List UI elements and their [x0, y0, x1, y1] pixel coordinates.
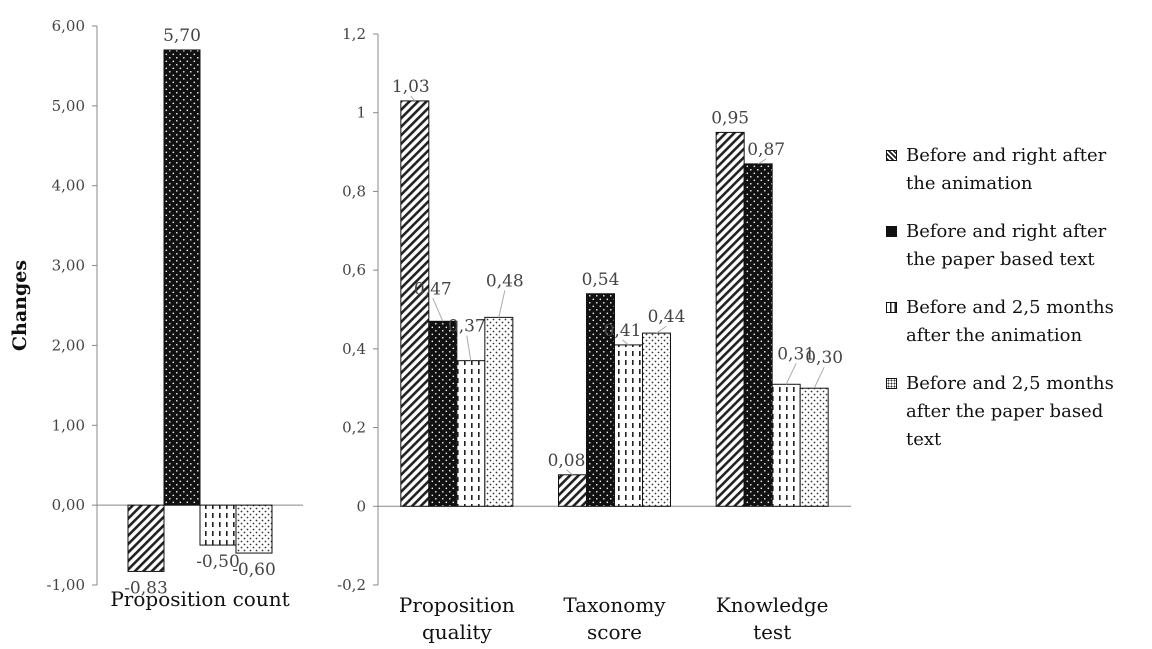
- category-label: test: [753, 620, 791, 644]
- legend-label: Before and right after the paper based t…: [906, 221, 1107, 270]
- data-label-leader: [566, 469, 573, 476]
- bar-taxonomy-score-paper-long: [642, 332, 671, 507]
- category-label: Proposition count: [110, 587, 289, 611]
- y-tick-label: 1: [356, 104, 366, 122]
- data-label: 0,37: [448, 317, 486, 337]
- bar-taxonomy-score-animation-long: [614, 344, 643, 507]
- y-tick-label: 0,6: [342, 261, 366, 279]
- y-tick-label: 0,2: [342, 419, 366, 437]
- bar-proposition-count-animation-long: [199, 504, 237, 546]
- data-label: 5,70: [163, 26, 201, 46]
- category-label: Taxonomy: [563, 593, 666, 617]
- category-label: Proposition: [399, 593, 515, 617]
- bar-proposition-quality-paper-short: [428, 320, 458, 507]
- y-tick-label: 1,00: [52, 416, 85, 434]
- bar-taxonomy-score-animation-short: [558, 474, 587, 507]
- bar-proposition-quality-animation-long: [456, 360, 486, 507]
- legend-swatch-solid-dotted: [886, 226, 897, 237]
- bar-proposition-quality-animation-short: [400, 100, 430, 507]
- y-tick-label: 0,8: [342, 182, 366, 200]
- bar-knowledge-test-animation-short: [715, 131, 745, 507]
- data-label: 0,48: [486, 271, 524, 291]
- legend-item-paper-short: Before and right after the paper based t…: [886, 218, 1148, 274]
- bar-knowledge-test-animation-long: [771, 383, 801, 507]
- quality-taxonomy-knowledge-chart: -0,2 0 0,2 0,4 0,6 0,8 1 1,2 1,03 0,47 0,37 0,48 Pro…: [337, 25, 851, 644]
- bar-knowledge-test-paper-long: [799, 387, 829, 507]
- data-label: 0,30: [805, 348, 843, 368]
- data-label: 0,95: [711, 108, 749, 128]
- data-label-leader: [813, 366, 825, 389]
- bar-taxonomy-score-paper-short: [586, 293, 615, 507]
- y-tick-label: 1,2: [342, 25, 366, 43]
- y-tick-label: 3,00: [52, 257, 85, 275]
- y-tick-label: 4,00: [52, 177, 85, 195]
- legend-label: Before and right after the animation: [906, 145, 1107, 194]
- y-tick-label: 2,00: [52, 336, 85, 354]
- y-tick-label: 6,00: [52, 17, 85, 35]
- data-label: 0,54: [582, 270, 620, 290]
- data-label: -0,60: [232, 560, 276, 580]
- data-label-leader: [785, 363, 797, 385]
- bar-proposition-count-paper-short: [163, 49, 201, 506]
- data-label: -0,83: [124, 578, 168, 598]
- legend-swatch-vertical-dashed: [886, 302, 897, 313]
- data-label: -0,50: [196, 552, 240, 572]
- bar-proposition-count-animation-short: [127, 504, 165, 572]
- data-label: 1,03: [392, 77, 430, 97]
- legend-label: Before and 2,5 months after the paper ba…: [906, 373, 1114, 450]
- data-label: 0,47: [414, 279, 452, 299]
- data-label: 0,41: [604, 321, 642, 341]
- data-label-leader: [410, 95, 416, 102]
- legend-item-animation-short: Before and right after the animation: [886, 142, 1148, 198]
- y-tick-label: -1,00: [47, 576, 85, 594]
- proposition-count-chart: -1,00 0,00 1,00 2,00 3,00 4,00 5,00 6,00 -0,83 5,…: [9, 17, 303, 611]
- y-tick-label: 0,4: [342, 340, 366, 358]
- legend-item-paper-long: Before and 2,5 months after the paper ba…: [886, 370, 1148, 454]
- legend-swatch-stippled: [886, 378, 897, 389]
- data-label: 0,31: [777, 344, 815, 364]
- y-tick-label: -0,2: [337, 576, 366, 594]
- data-label-leader: [656, 325, 667, 334]
- data-label-leader: [432, 298, 444, 322]
- data-label-leader: [466, 335, 472, 361]
- data-label: 0,87: [747, 140, 785, 160]
- bar-knowledge-test-paper-short: [743, 163, 773, 507]
- category-label: score: [587, 620, 642, 644]
- data-label-leader: [622, 339, 629, 346]
- y-axis-title: Changes: [9, 260, 31, 351]
- y-tick-label: 5,00: [52, 97, 85, 115]
- legend-swatch-diagonal-hatch: [886, 150, 897, 161]
- data-label: 0,44: [648, 307, 686, 327]
- y-tick-label: 0,00: [52, 496, 85, 514]
- data-label-leader: [498, 290, 506, 318]
- y-tick-label: 0: [356, 497, 366, 515]
- legend-label: Before and 2,5 months after the animatio…: [906, 297, 1114, 346]
- bar-proposition-count-paper-long: [235, 504, 273, 554]
- category-label: quality: [422, 620, 492, 644]
- bar-proposition-quality-paper-long: [484, 316, 514, 507]
- data-label-leader: [757, 158, 767, 165]
- category-label: Knowledge: [716, 593, 829, 617]
- data-label: 0,08: [548, 451, 586, 471]
- legend-item-animation-long: Before and 2,5 months after the animatio…: [886, 294, 1148, 350]
- chart-legend: Before and right after the animation Bef…: [886, 142, 1148, 474]
